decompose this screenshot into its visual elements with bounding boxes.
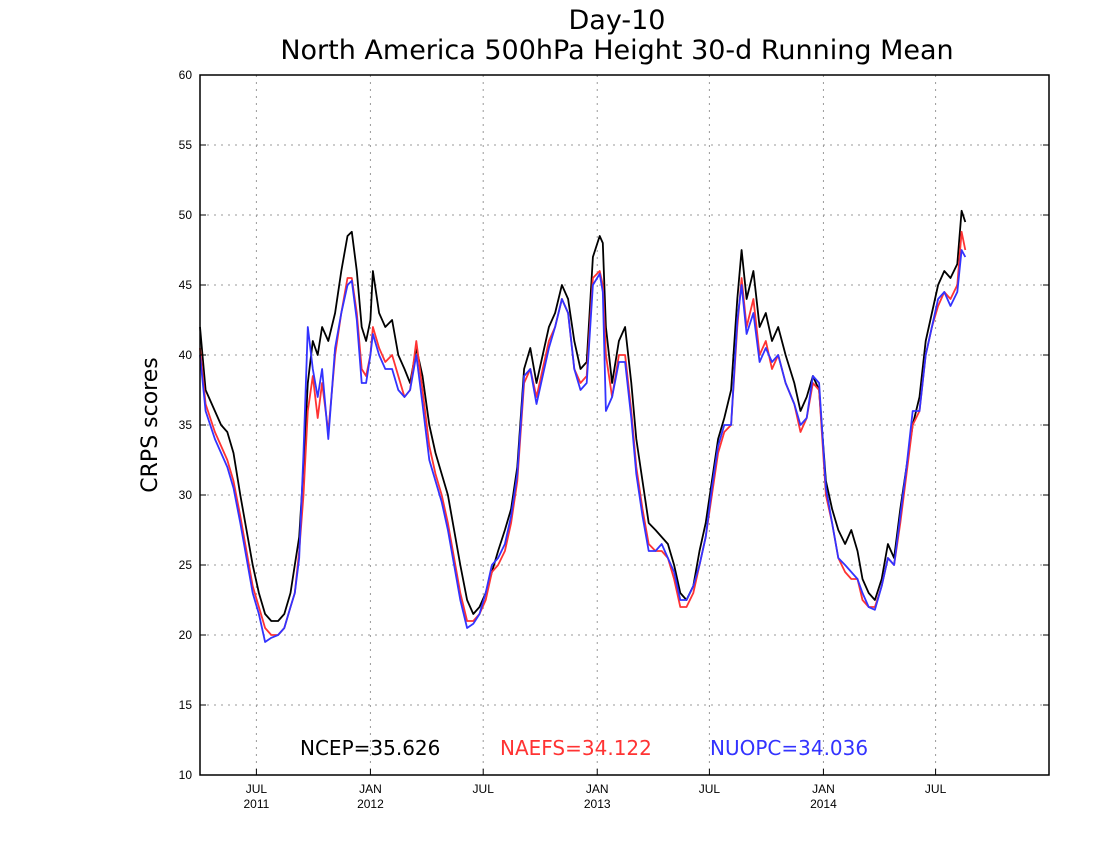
series-layer	[199, 209, 967, 643]
legend-ncep: NCEP=35.626	[300, 736, 440, 760]
x-tick-label: JUL	[699, 782, 721, 796]
y-tick-label: 40	[179, 348, 193, 362]
gridlines	[200, 75, 1049, 775]
y-axis-label: CRPS scores	[138, 357, 163, 492]
x-tick-label: JAN	[812, 782, 835, 796]
x-tick-label: JUL	[246, 782, 268, 796]
x-tick-year-label: 2014	[810, 797, 837, 811]
y-tick-label: 35	[179, 418, 193, 432]
x-tick-label: JAN	[359, 782, 382, 796]
y-tick-label: 25	[179, 558, 193, 572]
x-tick-year-label: 2013	[584, 797, 611, 811]
y-tick-label: 55	[179, 138, 193, 152]
x-tick-year-label: 2012	[357, 797, 384, 811]
x-tick-label: JUL	[473, 782, 495, 796]
series-line-nuopc	[199, 249, 967, 643]
series-line-ncep	[199, 209, 967, 622]
y-tick-label: 30	[179, 488, 193, 502]
chart-subtitle: North America 500hPa Height 30-d Running…	[280, 35, 953, 66]
legend-naefs: NAEFS=34.122	[500, 736, 652, 760]
x-tick-label: JAN	[586, 782, 609, 796]
y-tick-label: 50	[179, 208, 193, 222]
x-tick-label: JUL	[925, 782, 947, 796]
y-tick-label: 20	[179, 628, 193, 642]
y-tick-label: 15	[179, 698, 193, 712]
legend: NCEP=35.626 NAEFS=34.122 NUOPC=34.036	[300, 736, 868, 760]
x-tick-year-label: 2011	[243, 797, 269, 811]
legend-nuopc: NUOPC=34.036	[710, 736, 868, 760]
y-axis: 10 15 20 25 30 35 40 45 50 55 60	[179, 68, 1049, 782]
y-tick-label: 10	[179, 768, 193, 782]
y-tick-label: 45	[179, 278, 193, 292]
y-tick-label: 60	[179, 68, 193, 82]
chart-title: Day-10	[569, 5, 666, 36]
